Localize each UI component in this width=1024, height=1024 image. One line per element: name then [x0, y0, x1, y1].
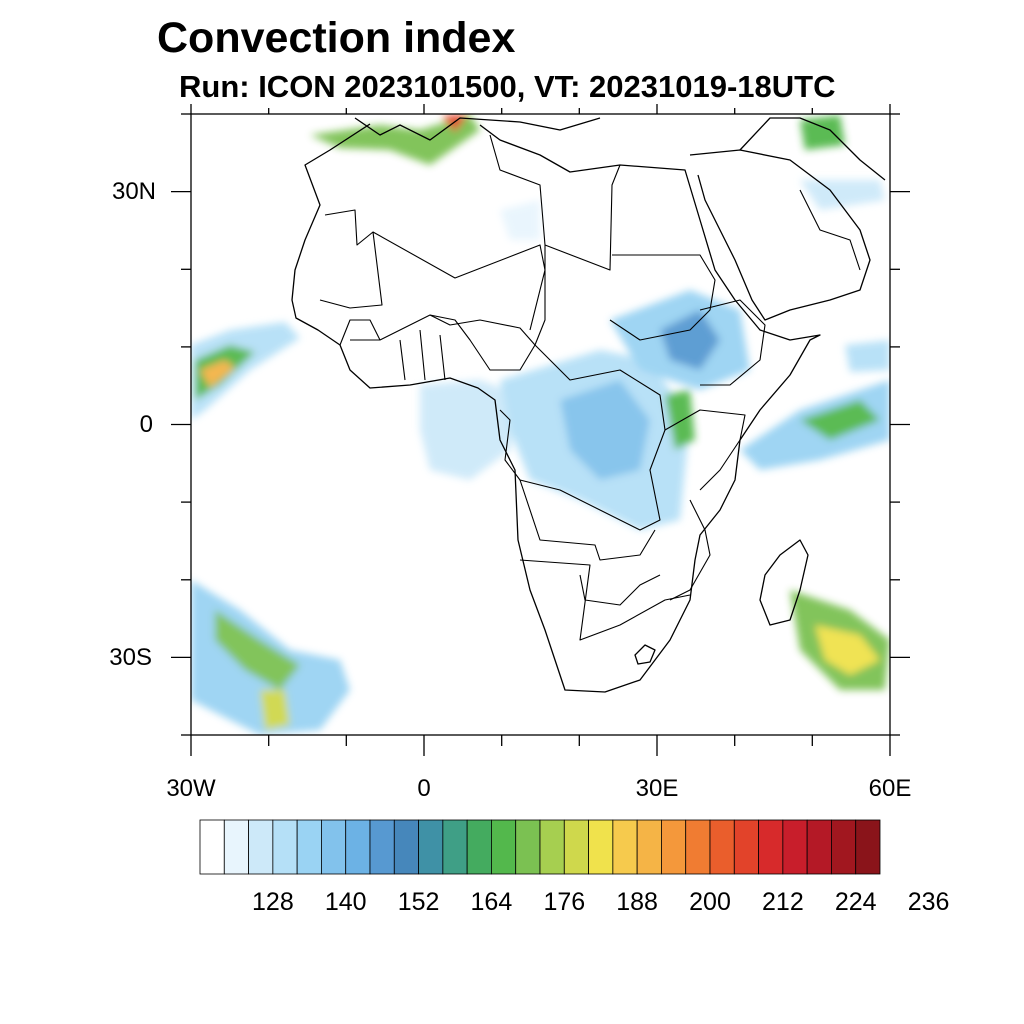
colorbar-swatch — [636, 819, 662, 875]
colorbar-swatch — [296, 819, 322, 875]
colorbar-label: 224 — [834, 888, 877, 916]
colorbar-swatch — [321, 819, 347, 875]
border-nigeria — [429, 314, 536, 346]
madagascar-coast — [759, 539, 809, 626]
border-car-drc — [499, 344, 666, 531]
colorbar — [199, 819, 881, 875]
lon-label-30e: 30E — [635, 775, 679, 802]
colorbar-label: 140 — [324, 888, 367, 916]
colorbar-label: 164 — [470, 888, 513, 916]
colorbar-swatch — [515, 819, 541, 875]
colorbar-swatch — [685, 819, 711, 875]
colorbar-swatch — [758, 819, 784, 875]
convection-patch-sahara — [500, 200, 540, 240]
convection-patch-sw-atlantic-core — [215, 610, 300, 690]
lon-label-0: 0 — [417, 775, 431, 802]
colorbar-swatch — [369, 819, 395, 875]
axis-ticks — [171, 104, 910, 756]
colorbar-swatch — [588, 819, 614, 875]
coastlines — [291, 117, 886, 693]
border-angola — [519, 479, 656, 561]
colorbar-swatch — [345, 819, 371, 875]
border-chad-niger — [350, 245, 546, 371]
colorbar-swatch — [733, 819, 759, 875]
border-libya-egypt — [489, 134, 621, 271]
colorbar-label: 212 — [762, 888, 804, 916]
border-east-africa — [664, 409, 746, 491]
border-sudan — [609, 254, 716, 341]
convection-patch-sw-atlantic-peak — [260, 690, 290, 730]
map-subtitle: Run: ICON 2023101500, VT: 20231019-18UTC — [179, 69, 836, 104]
colorbar-swatch — [418, 819, 444, 875]
convection-patch-west-atlantic-peak — [200, 360, 235, 388]
colorbar-swatch — [563, 819, 589, 875]
lesotho — [634, 644, 656, 665]
convection-patch-madagascar-se-core — [815, 625, 880, 675]
colorbar-swatch — [272, 819, 298, 875]
country-borders — [319, 134, 861, 641]
colorbar-swatch — [199, 819, 225, 875]
colorbar-label: 176 — [543, 888, 586, 916]
border-mozambique — [669, 499, 711, 601]
border-mali-algeria — [372, 231, 546, 331]
red-sea-coast — [689, 149, 871, 321]
convection-patch-west-atlantic — [191, 322, 300, 420]
colorbar-swatch — [855, 819, 881, 875]
colorbar-label: 188 — [616, 888, 658, 916]
colorbar-swatch — [831, 819, 857, 875]
colorbar-swatch — [491, 819, 517, 875]
colorbar-label: 236 — [907, 888, 950, 916]
border-west-africa — [339, 319, 446, 381]
colorbar-label: 128 — [252, 888, 294, 916]
convection-patch-arabia — [800, 180, 885, 210]
lat-label-30n: 30N — [111, 178, 156, 205]
colorbar-swatch — [539, 819, 565, 875]
africa-coastline — [291, 123, 821, 693]
convection-patch-indian-ocean-core — [800, 400, 880, 440]
arabia-coast — [739, 117, 886, 181]
colorbar-swatch — [709, 819, 735, 875]
convection-patch-levant — [800, 115, 845, 150]
convection-patch-mediterranean — [310, 115, 480, 165]
convection-patch-congo-core — [560, 380, 650, 480]
border-southern — [519, 559, 691, 641]
lon-label-30w: 30W — [166, 775, 216, 802]
border-mauritania — [319, 209, 383, 309]
convection-patch-lake-victoria — [665, 390, 695, 450]
europe-coast — [354, 117, 601, 141]
colorbar-swatch — [806, 819, 832, 875]
colorbar-swatch — [248, 819, 274, 875]
colorbar-swatch — [442, 819, 468, 875]
colorbar-swatch — [393, 819, 419, 875]
convection-patch-ethiopia-core — [660, 310, 720, 370]
colorbar-swatch — [661, 819, 687, 875]
colorbar-swatch — [612, 819, 638, 875]
lon-label-60e: 60E — [868, 775, 912, 802]
colorbar-label: 200 — [689, 888, 731, 916]
lat-label-30s: 30S — [109, 644, 152, 671]
border-arabia — [799, 189, 861, 271]
convection-field — [191, 114, 890, 735]
colorbar-swatch — [223, 819, 249, 875]
colorbar-swatch — [466, 819, 492, 875]
colorbar-swatch — [782, 819, 808, 875]
border-namibia-botswana — [579, 574, 661, 606]
border-ethiopia — [699, 299, 766, 386]
map-title: Convection index — [157, 14, 516, 62]
lat-label-0: 0 — [139, 411, 153, 438]
colorbar-label: 152 — [397, 888, 440, 916]
convection-patch-north-indian — [845, 340, 890, 372]
